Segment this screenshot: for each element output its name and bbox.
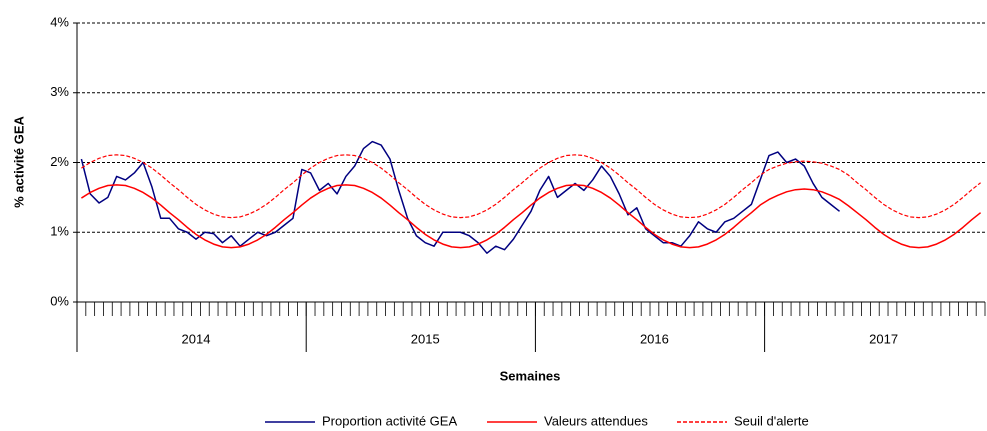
y-tick-label: 1%	[50, 224, 69, 239]
x-group-label: 2017	[869, 331, 898, 346]
y-axis-label: % activité GEA	[11, 116, 26, 208]
y-tick-label: 0%	[50, 293, 69, 308]
series-line	[81, 184, 982, 249]
legend-label: Proportion activité GEA	[322, 413, 457, 428]
x-group-label: 2016	[640, 331, 669, 346]
y-tick-label: 4%	[50, 14, 69, 29]
series-line	[81, 154, 981, 219]
y-tick-label: 3%	[50, 84, 69, 99]
x-group-label: 2014	[182, 331, 211, 346]
x-group-label: 2015	[411, 331, 440, 346]
x-axis-label: Semaines	[500, 368, 561, 383]
legend-label: Seuil d'alerte	[734, 413, 809, 428]
legend-label: Valeurs attendues	[544, 413, 648, 428]
series-line	[80, 140, 841, 254]
y-tick-label: 2%	[50, 154, 69, 169]
